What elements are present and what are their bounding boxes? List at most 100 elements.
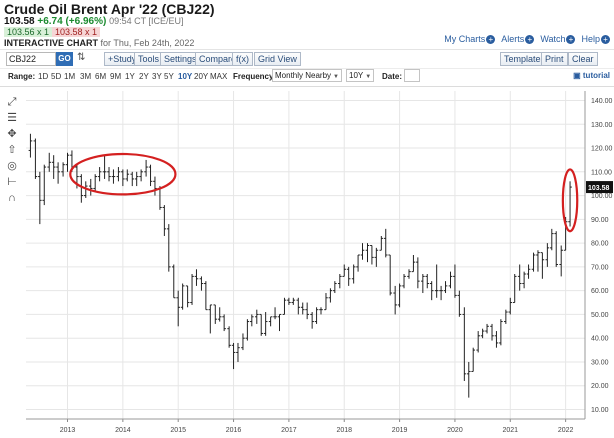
ohlc-bar [480,328,485,339]
ohlc-bar [130,171,135,187]
ohlc-bar [162,205,167,236]
ohlc-bar [180,283,185,310]
y-tick-label: 40.00 [591,336,609,343]
range-max[interactable]: MAX [210,72,228,81]
measure-tool-icon[interactable]: ⊢ [7,176,17,188]
range-5y[interactable]: 5Y [164,72,174,81]
y-tick-label: 10.00 [591,407,609,414]
period-value: 10Y [349,71,364,80]
x-tick-label: 2019 [392,427,408,434]
arrow-tool-icon[interactable]: ⇧ [7,144,17,156]
range-1m[interactable]: 1M [64,72,76,81]
x-tick-label: 2021 [502,427,518,434]
ohlc-bar [204,281,208,311]
help-link[interactable]: Help + [581,34,610,44]
ohlc-bar [231,342,236,370]
swap-icon[interactable]: ⇅ [77,52,86,63]
grid-view-button[interactable]: Grid View [254,52,301,66]
ohlc-bar [61,162,65,177]
go-button[interactable]: GO [56,52,73,66]
tutorial-icon: ▣ [573,71,583,80]
range-3y[interactable]: 3Y [152,72,162,81]
range-2y[interactable]: 2Y [139,72,149,81]
y-tick-label: 130.00 [591,122,613,129]
line-tool-icon[interactable]: ⤢ [7,96,17,108]
range-1y[interactable]: 1Y [125,72,135,81]
y-tick-label: 70.00 [591,264,609,271]
watch-link[interactable]: Watch + [540,34,576,44]
range-5d[interactable]: 5D [51,72,62,81]
ohlc-bar [273,307,277,320]
fx-button[interactable]: f(x) [232,52,253,66]
tools-button[interactable]: Tools [134,52,164,66]
last-price-tag [586,181,613,194]
range-3m[interactable]: 3M [80,72,92,81]
range-6m[interactable]: 6M [95,72,107,81]
fib-tool-icon[interactable]: ☰ [7,112,17,124]
range-10y[interactable]: 10Y [178,72,193,81]
move-tool-icon[interactable]: ✥ [7,128,17,140]
ohlc-bar [222,314,226,332]
ohlc-bar [365,243,370,263]
ohlc-bar [107,167,111,182]
range-20y[interactable]: 20Y [194,72,209,81]
plus-circle-icon: + [566,35,576,44]
ohlc-bar [166,224,171,272]
ohlc-bar [194,269,199,286]
magnet-tool-icon[interactable]: ∩ [8,192,16,204]
price-change: +6.74 (+6.96%) [37,16,107,27]
my-charts-link[interactable]: My Charts + [444,34,496,44]
ohlc-bar [47,152,52,172]
frequency-value: Monthly Nearby [275,71,332,80]
period-select[interactable]: 10Y ▼ [346,69,375,82]
x-tick-label: 2018 [336,427,352,434]
x-tick-label: 2015 [170,427,186,434]
ohlc-bar [227,326,231,348]
ohlc-bar [407,269,411,279]
ohlc-bar [121,169,125,187]
range-1d[interactable]: 1D [38,72,49,81]
ohlc-bar [305,302,309,320]
clear-button[interactable]: Clear [568,52,598,66]
ohlc-bar [236,342,240,362]
ohlc-bar [79,174,84,203]
top-links: My Charts + Alerts + Watch + Help + [444,34,610,44]
ohlc-bar [42,164,47,206]
compare-button[interactable]: Compare [195,52,241,66]
ohlc-bar [153,176,157,196]
chart-heading: INTERACTIVE CHART for Thu, Feb 24th, 202… [4,38,194,48]
ohlc-bar [217,307,222,322]
y-tick-label: 30.00 [591,359,609,366]
date-picker[interactable] [404,69,420,82]
symbol-input[interactable]: CBJ22 [6,52,56,66]
ohlc-bar [411,255,416,273]
range-9m[interactable]: 9M [110,72,122,81]
ohlc-bar [421,274,425,294]
x-tick-label: 2017 [281,427,297,434]
plot-area [26,91,585,419]
ohlc-bar [139,169,143,182]
price-chart[interactable]: 10.00 20.00 30.00 40.00 50.00 60.00 70.00 80.00… [0,85,614,438]
ohlc-bar [185,285,190,308]
ohlc-bar [453,264,457,298]
x-tick-label: 2014 [115,427,131,434]
ohlc-bar [300,302,305,315]
settings-button[interactable]: Settings [160,52,201,66]
ohlc-bar [522,271,526,289]
alerts-link[interactable]: Alerts + [501,34,535,44]
ohlc-bar [504,309,508,324]
tutorial-link[interactable]: ▣ tutorial [573,71,610,80]
y-tick-label: 120.00 [591,146,613,153]
ohlc-bar [416,257,420,289]
y-tick-label: 50.00 [591,312,609,319]
circle-tool-icon[interactable]: ◎ [7,160,17,172]
ohlc-bar [471,347,475,372]
ohlc-bar [51,155,56,179]
frequency-select[interactable]: Monthly Nearby ▼ [272,69,342,82]
ohlc-bar [397,283,402,308]
help-label: Help [581,34,600,44]
print-button[interactable]: Print [541,52,568,66]
chevron-down-icon: ▼ [365,74,372,80]
x-tick-label: 2022 [558,427,574,434]
ohlc-bar [171,264,176,299]
